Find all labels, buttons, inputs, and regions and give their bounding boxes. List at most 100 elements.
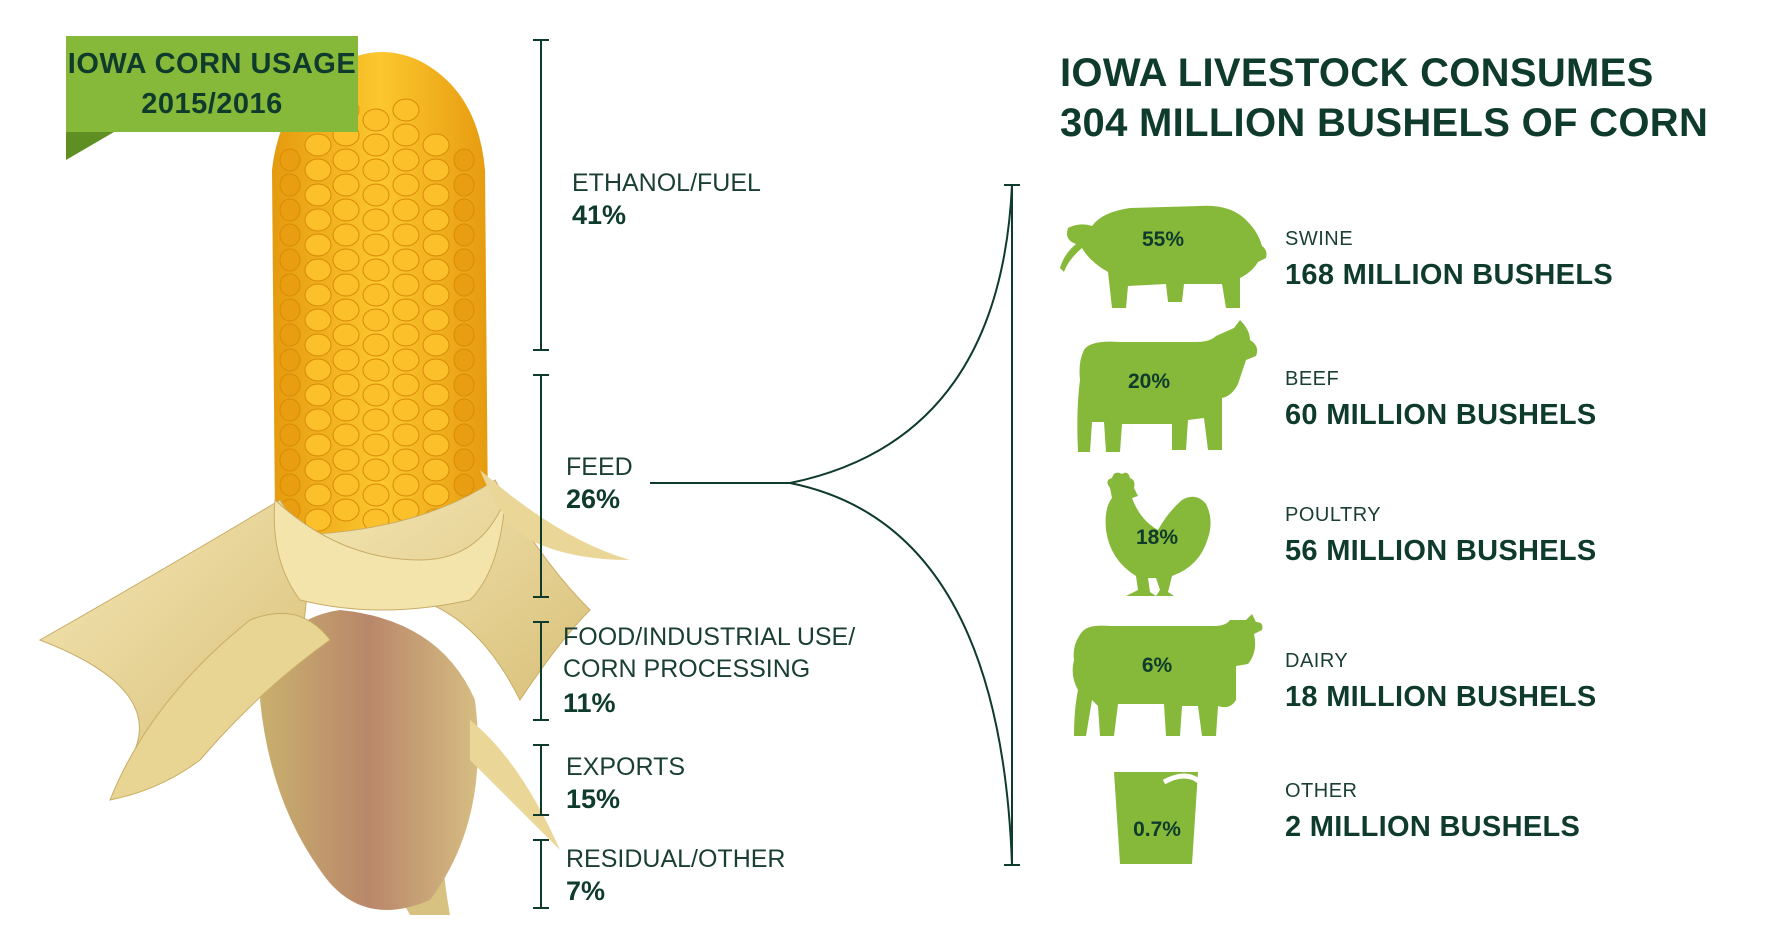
corn-kernel — [392, 273, 420, 297]
badge-line-1: IOWA CORN USAGE — [67, 48, 357, 80]
corn-kernel — [392, 448, 420, 472]
corn-kernel — [422, 208, 450, 232]
poultry-label: POULTRY — [1285, 504, 1382, 526]
segment-label-feed: FEED — [566, 453, 633, 481]
badge-title: IOWA CORN USAGE 2015/2016 — [66, 44, 358, 124]
corn-kernel — [362, 133, 390, 157]
corn-kernel — [422, 233, 450, 257]
corn-kernel — [362, 108, 390, 132]
corn-kernel — [453, 298, 475, 322]
corn-kernel — [362, 283, 390, 307]
corn-kernel — [332, 298, 360, 322]
corn-kernel — [304, 433, 332, 457]
corn-kernels — [279, 98, 475, 532]
beef-percent: 20% — [1127, 370, 1171, 393]
corn-kernel — [453, 198, 475, 222]
corn-kernel — [304, 458, 332, 482]
livestock-title-line-2: 304 MILLION BUSHELS OF CORN — [1060, 101, 1709, 145]
corn-kernel — [362, 458, 390, 482]
dairy-cow-icon — [1072, 614, 1263, 736]
corn-kernel — [304, 258, 332, 282]
corn-kernel — [332, 398, 360, 422]
corn-kernel — [392, 348, 420, 372]
corn-kernel — [392, 98, 420, 122]
corn-husk-leaf — [470, 720, 560, 850]
corn-kernel — [392, 198, 420, 222]
corn-kernel — [422, 458, 450, 482]
corn-kernel — [332, 223, 360, 247]
other-bushels: 2 MILLION BUSHELS — [1285, 811, 1581, 843]
corn-kernel — [453, 248, 475, 272]
corn-kernel — [332, 448, 360, 472]
corn-kernel — [332, 248, 360, 272]
corn-husk-leaf — [109, 612, 331, 801]
corn-kernel — [279, 473, 301, 497]
corn-kernel — [304, 333, 332, 357]
badge-line-2: 2015/2016 — [141, 88, 283, 120]
corn-kernel — [362, 158, 390, 182]
corn-kernel — [362, 233, 390, 257]
corn-kernel — [392, 123, 420, 147]
other-label: OTHER — [1285, 780, 1358, 802]
swine-label: SWINE — [1285, 228, 1354, 250]
badge-ribbon-tail — [66, 132, 114, 160]
corn-kernel — [392, 473, 420, 497]
corn-kernel — [332, 273, 360, 297]
beef-label: BEEF — [1285, 368, 1340, 390]
poultry-bushels: 56 MILLION BUSHELS — [1285, 535, 1597, 567]
swine-percent: 55% — [1141, 228, 1185, 251]
corn-kernel — [304, 508, 332, 532]
corn-kernel — [304, 408, 332, 432]
corn-kernel — [332, 198, 360, 222]
corn-kernel — [362, 333, 390, 357]
corn-husk-leaf — [273, 498, 506, 611]
segment-label-exports: EXPORTS — [566, 753, 686, 781]
corn-kernel — [422, 283, 450, 307]
corn-kernel — [279, 148, 301, 172]
corn-kernel — [279, 198, 301, 222]
beef-bushels: 60 MILLION BUSHELS — [1285, 399, 1597, 431]
corn-kernel — [453, 373, 475, 397]
corn-kernel — [304, 233, 332, 257]
corn-kernel — [304, 133, 332, 157]
corn-kernel — [279, 348, 301, 372]
corn-kernel — [362, 358, 390, 382]
poultry-percent: 18% — [1135, 526, 1179, 549]
beef-cow-icon — [1077, 320, 1258, 452]
corn-kernel — [362, 433, 390, 457]
pig-icon — [1060, 205, 1267, 308]
corn-kernel — [304, 158, 332, 182]
segment-label-ethanol: ETHANOL/FUEL — [572, 169, 761, 197]
corn-kernel — [392, 323, 420, 347]
corn-kernel — [304, 483, 332, 507]
corn-kernel — [279, 398, 301, 422]
corn-kernel — [392, 423, 420, 447]
corn-kernel — [362, 183, 390, 207]
corn-kernel — [279, 373, 301, 397]
corn-kernel — [453, 348, 475, 372]
corn-kernel — [422, 333, 450, 357]
corn-kernel — [453, 223, 475, 247]
corn-kernel — [392, 173, 420, 197]
corn-kernel — [279, 323, 301, 347]
segment-value-residual: 7% — [566, 876, 606, 906]
corn-kernel — [422, 158, 450, 182]
corn-kernel — [279, 298, 301, 322]
segment-value-feed: 26% — [566, 484, 621, 514]
segment-label-food-line-1: FOOD/INDUSTRIAL USE/ — [563, 623, 856, 651]
segment-value-food: 11% — [563, 688, 616, 718]
corn-kernel — [422, 433, 450, 457]
corn-kernel — [279, 248, 301, 272]
corn-kernel — [304, 358, 332, 382]
corn-kernel — [453, 448, 475, 472]
corn-kernel — [279, 223, 301, 247]
corn-kernel — [453, 323, 475, 347]
corn-kernel — [332, 423, 360, 447]
corn-kernel — [392, 398, 420, 422]
other-percent: 0.7% — [1133, 818, 1181, 841]
corn-kernel — [392, 148, 420, 172]
corn-kernel — [332, 348, 360, 372]
corn-kernel — [332, 323, 360, 347]
corn-kernel — [304, 183, 332, 207]
